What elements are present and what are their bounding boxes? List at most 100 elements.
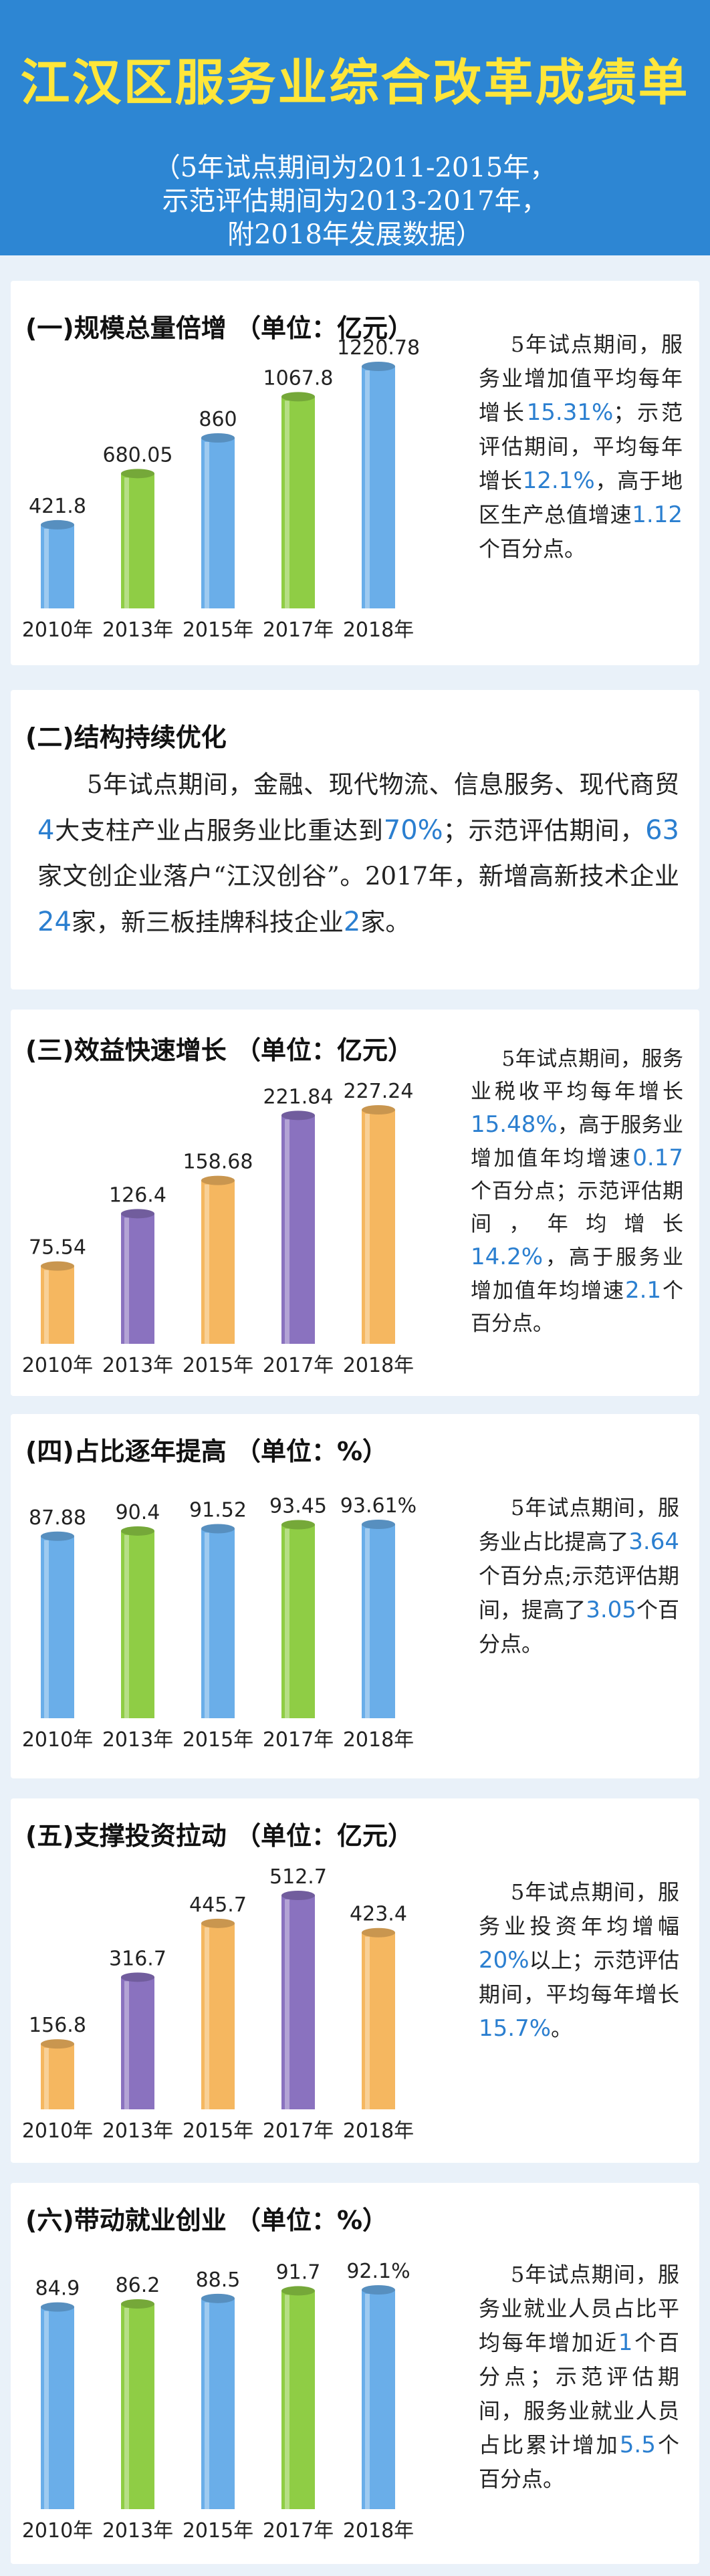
category-label: 2015年	[183, 2119, 253, 2143]
bar-1	[121, 1972, 154, 2109]
category-label: 2017年	[263, 2119, 334, 2143]
bar-3	[281, 1110, 315, 1344]
bar-4	[362, 362, 395, 608]
category-label: 2017年	[263, 2519, 334, 2543]
bar-3	[281, 1520, 315, 1718]
bar-value-label: 1220.78	[337, 336, 420, 360]
category-label: 2015年	[183, 618, 253, 642]
bar-value-label: 445.7	[189, 1893, 247, 1917]
bar-1	[121, 1526, 154, 1718]
category-label: 2015年	[183, 1354, 253, 1377]
bar-value-label: 93.45	[269, 1494, 327, 1518]
category-label: 2013年	[102, 2519, 173, 2543]
section-investment: (五)支撑投资拉动 （单位：亿元） 156.8 2010年 316.7 2013年 44…	[11, 1798, 699, 2163]
subtitle-line-3: 附2018年发展数据）	[227, 219, 483, 250]
bar-0	[41, 2039, 74, 2109]
bar-value-label: 680.05	[103, 443, 173, 467]
bar-1	[121, 469, 154, 608]
category-label: 2017年	[263, 618, 334, 642]
category-label: 2017年	[263, 1354, 334, 1377]
bar-2	[201, 1918, 235, 2109]
tax-bar-chart: 75.54 2010年 126.4 2013年 158.68 2015年 221.84 201…	[22, 1080, 414, 1377]
category-label: 2010年	[22, 2519, 93, 2543]
section-description: 5年试点期间，服务业税收平均每年增长15.48%，高于服务业增加值年均增速0.1…	[471, 1047, 684, 1336]
investment-bar-chart: 156.8 2010年 316.7 2013年 445.7 2015年 512.7 2017年…	[22, 1865, 414, 2143]
category-label: 2017年	[263, 1728, 334, 1752]
category-label: 2018年	[343, 618, 414, 642]
section-scale: (一)规模总量倍增 （单位：亿元） 421.8 2010年 680.05 2013年 8…	[11, 281, 699, 665]
category-label: 2018年	[343, 2119, 414, 2143]
bar-3	[281, 2286, 315, 2509]
section-employment: (六)带动就业创业 （单位：%） 84.9 2010年 86.2 2013年 88.5 2…	[11, 2183, 699, 2564]
bar-value-label: 221.84	[263, 1085, 334, 1108]
bar-4	[362, 2285, 395, 2509]
bar-value-label: 126.4	[109, 1183, 166, 1207]
bar-0	[41, 519, 74, 608]
category-label: 2013年	[102, 2119, 173, 2143]
bar-0	[41, 2302, 74, 2509]
subtitle-line-1: （5年试点期间为2011-2015年，	[153, 152, 557, 183]
bar-value-label: 92.1%	[346, 2260, 410, 2283]
section-description: 5年试点期间，服务业占比提高了3.64个百分点;示范评估期间，提高了3.05个百…	[479, 1495, 679, 1657]
bar-4	[362, 1520, 395, 1718]
category-label: 2010年	[22, 2119, 93, 2143]
bar-2	[201, 2293, 235, 2509]
bar-value-label: 91.7	[276, 2260, 321, 2284]
section-description: 5年试点期间，服务业投资年均增幅20%以上；示范评估期间，平均每年增长15.7%…	[479, 1879, 679, 2042]
bar-4	[362, 1105, 395, 1344]
section-title: (二)结构持续优化	[25, 723, 227, 752]
section-structure: (二)结构持续优化 5年试点期间，金融、现代物流、信息服务、现代商贸4大支柱产业…	[11, 690, 699, 989]
section-share: (四)占比逐年提高 （单位：%） 87.88 2010年 90.4 2013年 91.5…	[11, 1414, 699, 1778]
bar-2	[201, 433, 235, 608]
section-description: 5年试点期间，服务业增加值平均每年增长15.31%；示范评估期间，平均每年增长1…	[479, 332, 683, 562]
category-label: 2015年	[183, 1728, 253, 1752]
category-label: 2010年	[22, 1354, 93, 1377]
category-label: 2018年	[343, 2519, 414, 2543]
bar-value-label: 423.4	[350, 1903, 407, 1926]
header-banner: 江汉区服务业综合改革成绩单 （5年试点期间为2011-2015年， 示范评估期间…	[0, 0, 710, 255]
bar-1	[121, 2299, 154, 2509]
bar-value-label: 158.68	[183, 1151, 253, 1174]
category-label: 2010年	[22, 1728, 93, 1752]
page-title: 江汉区服务业综合改革成绩单	[20, 54, 690, 112]
scale-bar-chart: 421.8 2010年 680.05 2013年 860 2015年 1067.8 2017年…	[22, 336, 420, 642]
bar-value-label: 421.8	[29, 495, 86, 518]
section-paragraph: 5年试点期间，金融、现代物流、信息服务、现代商贸4大支柱产业占服务业比重达到70…	[37, 770, 680, 937]
bar-value-label: 227.24	[344, 1080, 414, 1103]
employment-bar-chart: 84.9 2010年 86.2 2013年 88.5 2015年 91.7 2017年 92.1…	[22, 2260, 414, 2543]
bar-value-label: 860	[199, 408, 237, 431]
bar-value-label: 90.4	[116, 1501, 160, 1524]
bar-value-label: 75.54	[29, 1236, 86, 1260]
bar-3	[281, 1891, 315, 2109]
bar-value-label: 91.52	[189, 1498, 247, 1522]
bar-3	[281, 392, 315, 608]
bar-value-label: 84.9	[35, 2277, 80, 2301]
bar-value-label: 93.61%	[340, 1494, 417, 1518]
bar-value-label: 1067.8	[263, 366, 334, 390]
bar-value-label: 156.8	[29, 2014, 86, 2037]
section-title: (一)规模总量倍增 （单位：亿元）	[25, 314, 413, 343]
bar-4	[362, 1927, 395, 2109]
bar-1	[121, 1209, 154, 1344]
bar-0	[41, 1531, 74, 1718]
category-label: 2018年	[343, 1354, 414, 1377]
section-title: (四)占比逐年提高 （单位：%）	[25, 1437, 388, 1466]
category-label: 2015年	[183, 2519, 253, 2543]
section-title: (三)效益快速增长 （单位：亿元）	[25, 1036, 413, 1065]
category-label: 2018年	[343, 1728, 414, 1752]
bar-value-label: 87.88	[29, 1506, 86, 1530]
bar-value-label: 88.5	[196, 2268, 241, 2292]
subtitle-line-2: 示范评估期间为2013-2017年，	[162, 186, 548, 217]
category-label: 2010年	[22, 618, 93, 642]
share-bar-chart: 87.88 2010年 90.4 2013年 91.52 2015年 93.45 2017年 9…	[22, 1494, 417, 1752]
bar-2	[201, 1524, 235, 1718]
bar-value-label: 512.7	[269, 1865, 327, 1889]
section-efficiency: (三)效益快速增长 （单位：亿元） 75.54 2010年 126.4 2013年 15…	[11, 1010, 699, 1396]
category-label: 2013年	[102, 1354, 173, 1377]
section-title: (六)带动就业创业 （单位：%）	[25, 2206, 388, 2235]
section-description: 5年试点期间，服务业就业人员占比平均每年增加近1个百分点；示范评估期间，服务业就…	[479, 2262, 679, 2492]
section-title: (五)支撑投资拉动 （单位：亿元）	[25, 1821, 413, 1851]
bar-0	[41, 1261, 74, 1344]
bar-value-label: 86.2	[116, 2274, 160, 2297]
bar-2	[201, 1175, 235, 1344]
